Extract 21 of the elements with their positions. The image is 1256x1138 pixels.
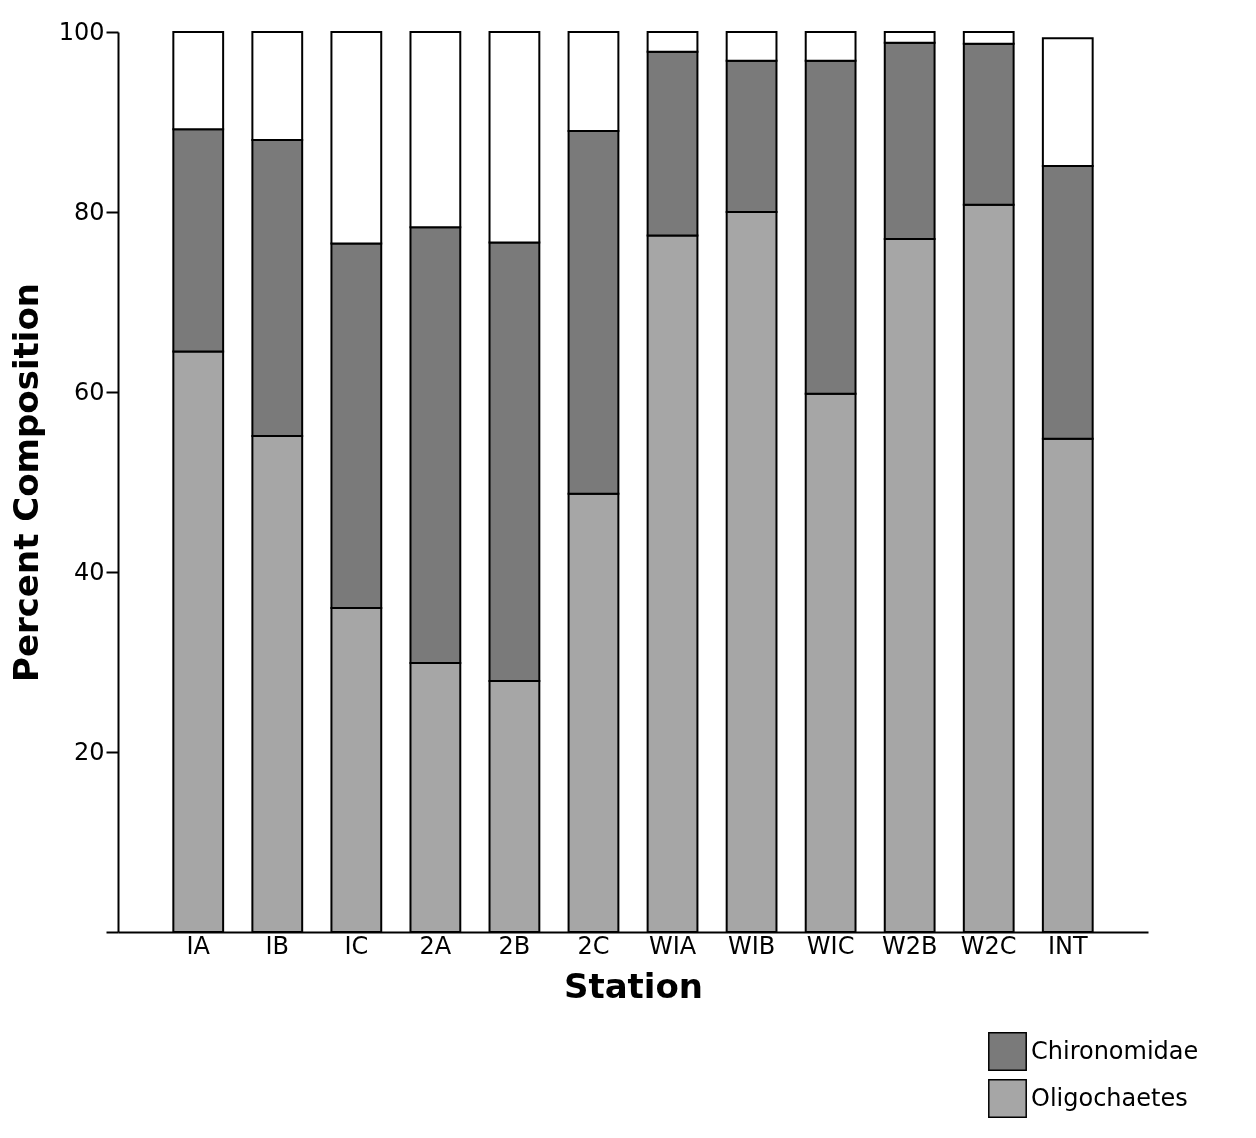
x-tick-label: IB: [265, 931, 290, 960]
x-tick-label: IA: [186, 931, 211, 960]
x-tick-label: WIA: [648, 931, 697, 960]
y-tick-label: 60: [73, 377, 105, 406]
x-tick-label: INT: [1047, 931, 1088, 960]
y-tick-label: 100: [58, 17, 105, 46]
legend-label: Oligochaetes: [1031, 1083, 1188, 1112]
y-tick-label: 80: [73, 197, 105, 226]
x-axis-title: Station: [563, 965, 704, 1006]
x-tick-label: W2C: [960, 931, 1017, 960]
y-tick-label: 20: [73, 737, 105, 766]
x-tick-label: WIB: [727, 931, 776, 960]
legend-label: Chironomidae: [1031, 1036, 1199, 1065]
x-tick-label: IC: [344, 931, 369, 960]
x-tick-label: 2C: [577, 931, 610, 960]
x-tick-label: W2B: [881, 931, 938, 960]
y-tick-label: 40: [73, 557, 105, 586]
y-axis-title: Percent Composition: [5, 282, 46, 683]
x-tick-label: WIC: [806, 931, 855, 960]
x-tick-label: 2B: [498, 931, 531, 960]
x-tick-label: 2A: [419, 931, 452, 960]
